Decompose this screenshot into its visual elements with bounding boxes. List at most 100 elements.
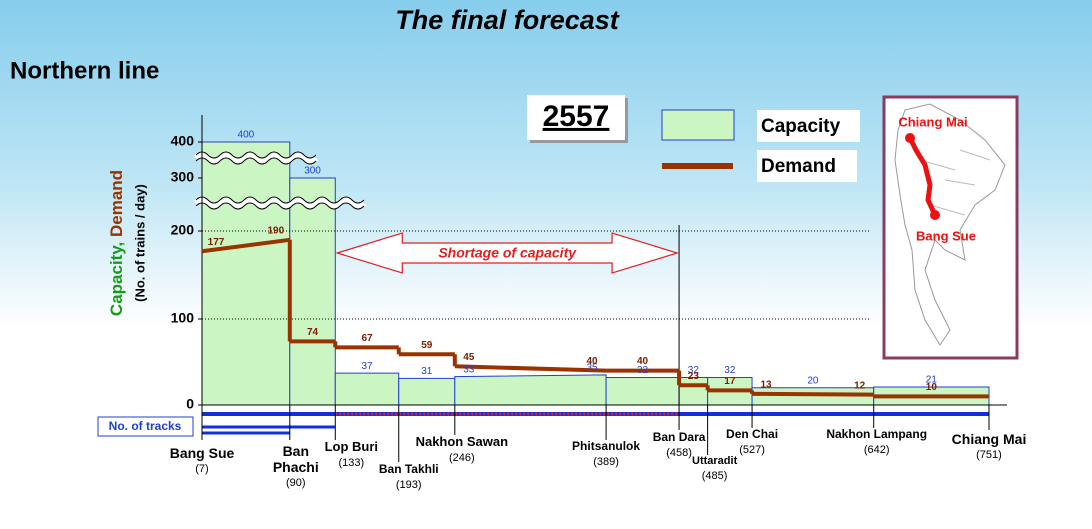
station-name: Nakhon Sawan — [415, 434, 509, 449]
station-label: Lop Buri (133) — [324, 439, 378, 470]
station-name: Ban Dara — [652, 430, 706, 444]
value-label: 40 — [587, 356, 599, 367]
shortage-arrow — [335, 232, 680, 274]
map-station — [905, 133, 915, 143]
station-label: Ban Takhli (193) — [378, 462, 439, 491]
capacity-area — [454, 374, 607, 406]
station-name: Phitsanulok — [572, 439, 641, 453]
value-label: 31 — [421, 366, 433, 377]
legend-label: Demand — [761, 156, 836, 177]
value-label: 33 — [463, 364, 475, 375]
value-label: 35 — [587, 363, 599, 374]
demand-line — [752, 391, 874, 397]
station-name: Uttaradit — [692, 455, 738, 467]
legend-label: Capacity — [761, 116, 841, 137]
value-label: 177 — [208, 237, 225, 248]
station-label: Den Chai (527) — [726, 427, 779, 456]
tracks-box — [97, 416, 194, 437]
value-label: 23 — [688, 371, 700, 382]
station-km: (389) — [593, 455, 619, 468]
station-km: (458) — [666, 446, 692, 459]
map-label: Bang Sue — [916, 228, 976, 243]
station-label: Phitsanulok (389) — [572, 439, 641, 468]
value-label: 45 — [463, 352, 475, 363]
value-label: 400 — [238, 130, 255, 141]
y-tick-label: 400 — [171, 133, 195, 149]
station-label: Chiang Mai (751) — [952, 431, 1027, 462]
y-axis-title: Capacity, Demand — [107, 170, 126, 316]
map-label: Chiang Mai — [898, 114, 967, 129]
station-label: Uttaradit (485) — [692, 455, 737, 482]
value-label: 37 — [361, 361, 373, 372]
value-label: 67 — [361, 333, 373, 344]
value-label: 300 — [304, 166, 321, 177]
station-km: (90) — [286, 477, 306, 490]
y-tick-label: 0 — [186, 396, 194, 412]
legend-box — [757, 150, 857, 182]
value-label: 17 — [724, 376, 736, 387]
legend-capacity-swatch — [661, 109, 735, 141]
capacity-area — [289, 177, 336, 406]
subtitle: Northern line — [10, 57, 159, 84]
station-label: Nakhon Lampang (642) — [826, 427, 928, 456]
demand-line — [201, 237, 291, 254]
value-label: 40 — [637, 356, 649, 367]
value-label: 13 — [760, 379, 772, 390]
value-label: 59 — [421, 340, 433, 351]
axis-break — [195, 202, 365, 210]
annotation: Shortage of capacity — [438, 245, 577, 261]
demand-line — [454, 364, 607, 373]
station-km: (246) — [448, 451, 475, 464]
legend-box — [757, 110, 860, 142]
axis-break — [193, 197, 367, 209]
station-km: (133) — [338, 456, 365, 469]
station-name: Ban Phachi — [272, 443, 319, 476]
map-detail — [919, 149, 991, 216]
y-tick-label: 100 — [171, 310, 195, 326]
station-km: (193) — [395, 478, 422, 491]
axis-break — [193, 152, 319, 164]
value-label: 12 — [854, 380, 866, 391]
station-km: (642) — [863, 443, 890, 456]
station-km: (527) — [739, 443, 765, 456]
capacity-area — [605, 376, 680, 406]
y-tick-label: 300 — [171, 169, 195, 185]
station-km: (751) — [976, 449, 1002, 462]
y-axis-title-part: Capacity, — [107, 242, 126, 316]
slide-title: The final forecast — [395, 5, 620, 35]
map-route — [907, 136, 938, 217]
station-km: (7) — [195, 463, 209, 476]
value-label: 32 — [688, 365, 700, 376]
value-label: 20 — [807, 375, 819, 386]
axis-break — [195, 157, 317, 165]
capacity-area — [398, 377, 456, 406]
value-label: 10 — [926, 382, 938, 393]
tracks-label: No. of tracks — [109, 419, 182, 433]
station-name: Chiang Mai — [951, 431, 1027, 447]
station-name: Ban Takhli — [378, 462, 439, 476]
map-station — [930, 210, 940, 220]
axis-break — [195, 196, 365, 204]
y-axis-unit: (No. of trains / day) — [132, 184, 147, 302]
station-label: Nakhon Sawan (246) — [415, 434, 509, 465]
station-name: Bang Sue — [169, 445, 235, 461]
value-label: 21 — [926, 375, 938, 386]
capacity-area — [201, 141, 291, 406]
station-km: (485) — [701, 469, 728, 482]
value-label: 32 — [637, 365, 649, 376]
station-name: Den Chai — [726, 427, 779, 441]
capacity-area — [334, 372, 400, 406]
value-label: 74 — [307, 327, 319, 338]
station-label: Ban Phachi (90) — [271, 443, 321, 490]
value-label: 190 — [267, 225, 284, 236]
year: 2557 — [543, 100, 610, 133]
station-name: Nakhon Lampang — [826, 427, 928, 441]
station-label: Bang Sue (7) — [170, 445, 235, 476]
y-tick-label: 200 — [171, 222, 195, 238]
y-axis-title-part: Demand — [107, 170, 126, 237]
station-name: Lop Buri — [324, 439, 378, 454]
station-label: Ban Dara (458) — [652, 430, 706, 459]
value-label: 32 — [724, 365, 736, 376]
